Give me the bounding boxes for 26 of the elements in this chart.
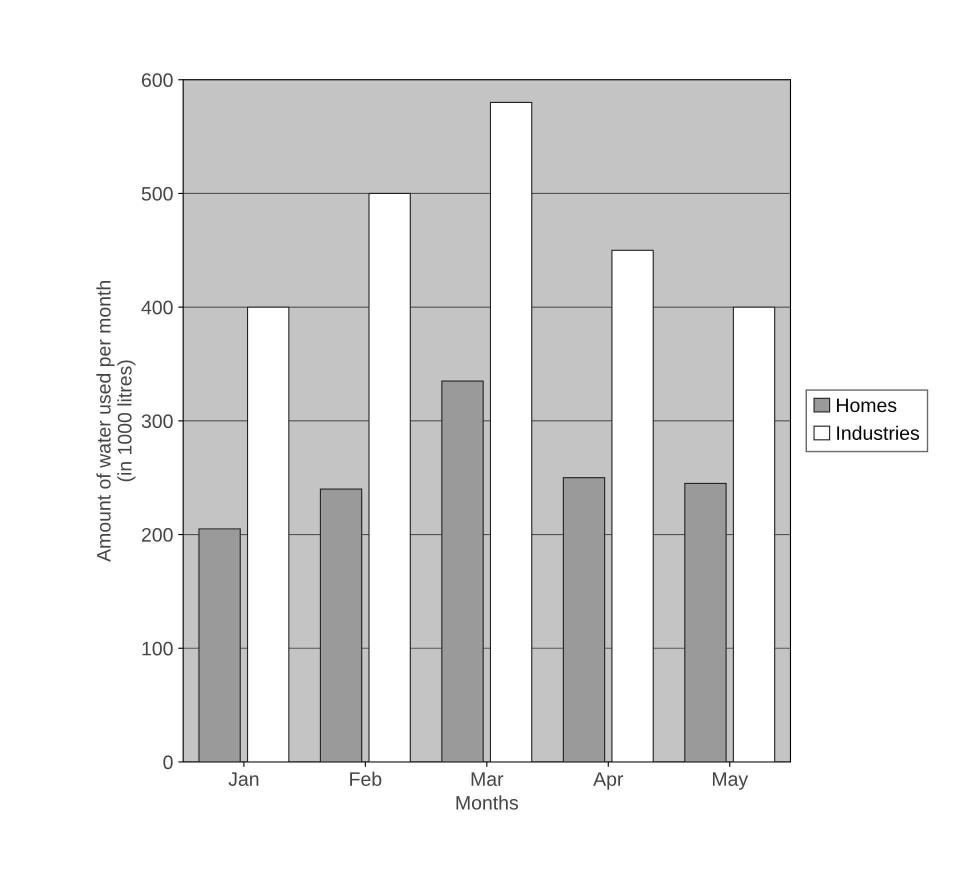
bar [246,306,290,762]
y-tick-label: 200 [142,528,173,542]
y-tick-label: 500 [142,186,173,201]
y-tick-label: 600 [142,73,173,87]
bar [198,528,241,762]
bar [562,477,606,762]
bar [611,250,654,762]
y-axis-title: Amount of water used per month (in 1000 litres) [96,281,136,562]
x-tick-label: Jan [228,772,258,786]
legend-label: Industries [837,426,920,440]
y-tick-label: 0 [163,755,173,770]
bar [368,192,411,762]
x-axis-title: Months [456,795,518,810]
y-tick-label: 300 [142,414,173,428]
bar [320,488,362,762]
bar [732,306,776,762]
bar [684,482,727,762]
x-tick-label: May [712,772,748,790]
bar [441,380,484,762]
x-tick-label: Mar [472,772,504,786]
y-tick-label: 400 [141,300,173,314]
bar [490,102,532,762]
x-tick-label: Feb [350,772,382,786]
x-tick-label: Apr [593,772,624,790]
y-tick-label: 100 [142,642,173,656]
legend-label: Homes [837,398,896,412]
